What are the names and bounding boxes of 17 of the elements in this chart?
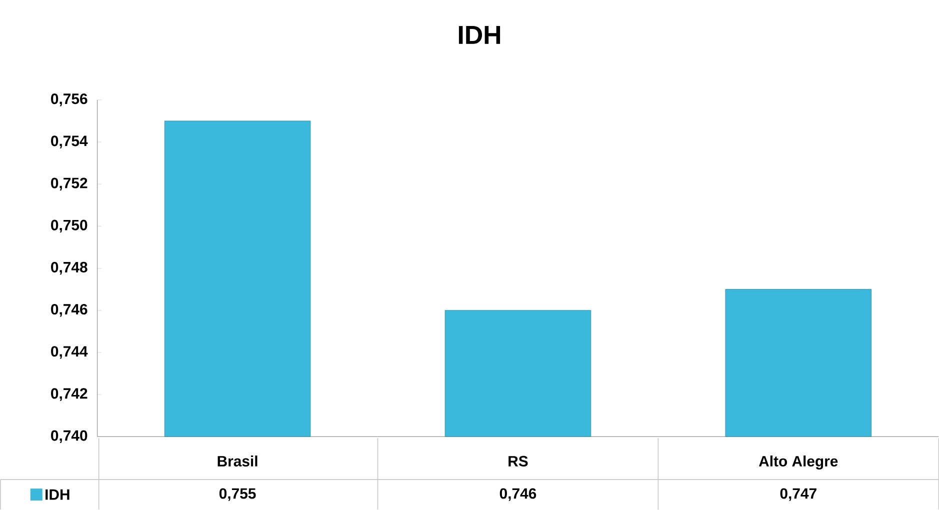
x-tick-label: RS [508,456,528,466]
y-tick-label: 0,748 [51,262,88,275]
y-tick-label: 0,744 [51,346,88,359]
legend-label: IDH [46,489,70,500]
x-tick-label: Brasil [218,456,258,466]
chart-title: IDH [458,26,500,44]
data-label: 0,755 [219,488,256,501]
x-tick-label: Alto Alegre [758,456,838,470]
data-label: 0,747 [780,488,816,501]
y-tick-label: 0,742 [51,388,88,401]
y-tick-label: 0,746 [51,304,88,317]
y-tick-label: 0,750 [51,220,88,233]
y-tick-label: 0,752 [51,178,88,190]
y-tick-label: 0,754 [51,136,88,148]
y-tick-label: 0,756 [51,94,88,106]
data-label: 0,746 [500,488,536,501]
y-tick-label: 0,740 [51,430,88,443]
